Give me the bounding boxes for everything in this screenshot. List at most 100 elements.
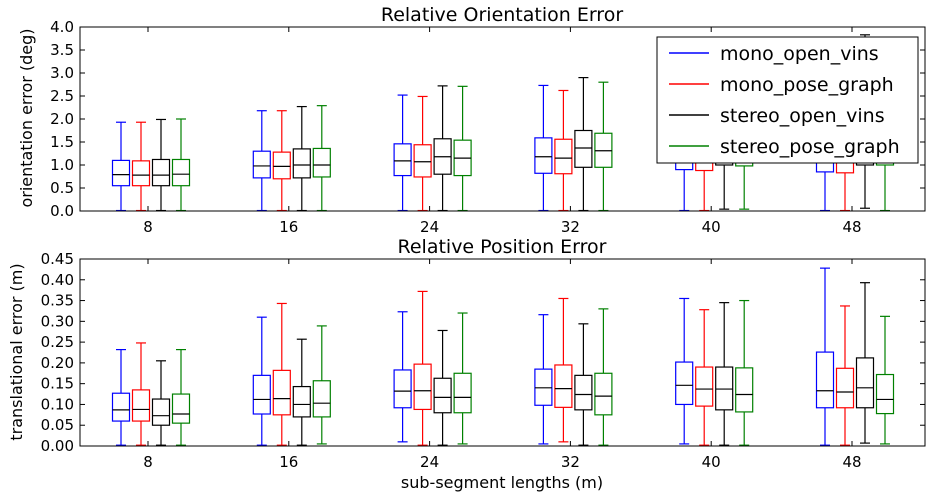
iqr-box bbox=[111, 392, 131, 422]
axes-frame bbox=[79, 258, 926, 447]
legend-item-stereo-pose-graph: stereo_pose_graph bbox=[669, 136, 900, 158]
box-stereo-pose-graph-48 bbox=[875, 315, 895, 445]
x-tick-label: 24 bbox=[420, 218, 439, 236]
iqr-box bbox=[594, 372, 613, 416]
chart-title: Relative Orientation Error bbox=[381, 4, 623, 26]
iqr-box bbox=[272, 369, 291, 416]
iqr-box bbox=[735, 367, 754, 413]
iqr-box bbox=[131, 160, 151, 187]
box-stereo-pose-graph-40 bbox=[735, 299, 754, 446]
iqr-box bbox=[534, 137, 553, 174]
box-mono-pose-graph-40 bbox=[695, 309, 714, 446]
iqr-box bbox=[574, 374, 593, 411]
y-tick-label: 0.00 bbox=[41, 437, 74, 455]
y-axis-label: translational error (m) bbox=[7, 263, 26, 440]
legend-item-mono-open-vins: mono_open_vins bbox=[669, 43, 879, 65]
box-stereo-open-vins-48 bbox=[855, 282, 875, 444]
legend-box bbox=[656, 36, 919, 164]
y-tick-label: 2.0 bbox=[50, 110, 74, 128]
box-mono-pose-graph-32 bbox=[554, 89, 573, 212]
y-tick-label: 3.0 bbox=[50, 64, 74, 82]
iqr-box bbox=[171, 158, 191, 187]
iqr-box bbox=[292, 148, 311, 179]
box-stereo-open-vins-8 bbox=[151, 118, 171, 212]
box-mono-pose-graph-24 bbox=[413, 95, 432, 212]
iqr-box bbox=[393, 143, 412, 177]
box-stereo-open-vins-24 bbox=[433, 85, 452, 212]
x-tick-label: 8 bbox=[143, 453, 153, 471]
box-mono-open-vins-16 bbox=[252, 316, 271, 446]
iqr-box bbox=[413, 363, 432, 411]
y-tick-label: 2.5 bbox=[50, 87, 74, 105]
iqr-box bbox=[453, 372, 472, 414]
box-mono-pose-graph-32 bbox=[554, 297, 573, 443]
plot-area: 0.00 0.05 0.10 0.15 0.20 0.25 0.30 0.35 0.40 0.45… bbox=[41, 250, 926, 471]
y-tick-label: 0.25 bbox=[41, 333, 74, 351]
iqr-box bbox=[695, 366, 714, 407]
chart-title: Relative Position Error bbox=[398, 236, 607, 258]
box-mono-open-vins-16 bbox=[252, 110, 271, 212]
box-stereo-open-vins-16 bbox=[292, 105, 311, 212]
legend-label: stereo_open_vins bbox=[720, 105, 885, 127]
iqr-box bbox=[151, 158, 171, 187]
y-axis-label: orientation error (deg) bbox=[17, 28, 36, 207]
box-mono-pose-graph-8 bbox=[131, 342, 151, 446]
y-tick-label: 4.0 bbox=[50, 18, 74, 36]
x-tick-label: 8 bbox=[143, 218, 153, 236]
iqr-box bbox=[715, 366, 734, 411]
iqr-box bbox=[835, 367, 855, 409]
x-tick-label: 32 bbox=[561, 453, 580, 471]
box-stereo-open-vins-32 bbox=[574, 76, 593, 212]
box-mono-pose-graph-8 bbox=[131, 121, 151, 212]
iqr-box bbox=[272, 151, 291, 180]
iqr-box bbox=[433, 377, 452, 414]
y-tick-label: 1.5 bbox=[50, 133, 74, 151]
y-tick-label: 0.45 bbox=[41, 250, 74, 268]
box-stereo-pose-graph-8 bbox=[171, 348, 191, 446]
iqr-box bbox=[413, 144, 432, 178]
box-mono-open-vins-8 bbox=[111, 121, 131, 212]
iqr-box bbox=[312, 380, 331, 418]
x-tick-label: 48 bbox=[842, 453, 861, 471]
box-mono-pose-graph-16 bbox=[272, 110, 291, 212]
iqr-box bbox=[534, 368, 553, 406]
iqr-box bbox=[292, 385, 311, 418]
box-stereo-open-vins-8 bbox=[151, 360, 171, 446]
y-tick-label: 0.20 bbox=[41, 354, 74, 372]
position-error-panel: Relative Position Error translational er… bbox=[7, 236, 926, 492]
box-stereo-pose-graph-16 bbox=[312, 325, 331, 445]
y-tick-label: 0.30 bbox=[41, 312, 74, 330]
box-mono-open-vins-48 bbox=[815, 267, 835, 446]
legend-label: stereo_pose_graph bbox=[720, 136, 900, 158]
x-axis-label: sub-segment lengths (m) bbox=[401, 473, 603, 492]
y-tick-label: 1.0 bbox=[50, 156, 74, 174]
iqr-box bbox=[875, 373, 895, 415]
iqr-box bbox=[111, 159, 131, 187]
box-mono-open-vins-32 bbox=[534, 314, 553, 445]
iqr-box bbox=[171, 393, 191, 424]
y-tick-label: 0.05 bbox=[41, 416, 74, 434]
x-tick-label: 32 bbox=[561, 218, 580, 236]
iqr-box bbox=[252, 374, 271, 415]
box-mono-pose-graph-24 bbox=[413, 290, 432, 446]
legend-item-stereo-open-vins: stereo_open_vins bbox=[669, 105, 885, 127]
iqr-box bbox=[312, 147, 331, 178]
box-stereo-pose-graph-24 bbox=[453, 312, 472, 445]
box-mono-open-vins-40 bbox=[675, 297, 694, 445]
box-mono-pose-graph-16 bbox=[272, 302, 291, 446]
box-stereo-open-vins-32 bbox=[574, 323, 593, 446]
y-tick-label: 0.40 bbox=[41, 271, 74, 289]
box-mono-open-vins-24 bbox=[393, 311, 412, 443]
box-mono-open-vins-32 bbox=[534, 84, 553, 212]
iqr-box bbox=[151, 398, 171, 426]
x-tick-label: 16 bbox=[279, 218, 298, 236]
x-tick-label: 16 bbox=[279, 453, 298, 471]
y-tick-label: 0.5 bbox=[50, 179, 74, 197]
y-tick-label: 0.15 bbox=[41, 375, 74, 393]
box-stereo-pose-graph-8 bbox=[171, 118, 191, 212]
iqr-box bbox=[554, 364, 573, 408]
x-tick-label: 24 bbox=[420, 453, 439, 471]
iqr-box bbox=[554, 138, 573, 175]
box-stereo-pose-graph-32 bbox=[594, 308, 613, 446]
